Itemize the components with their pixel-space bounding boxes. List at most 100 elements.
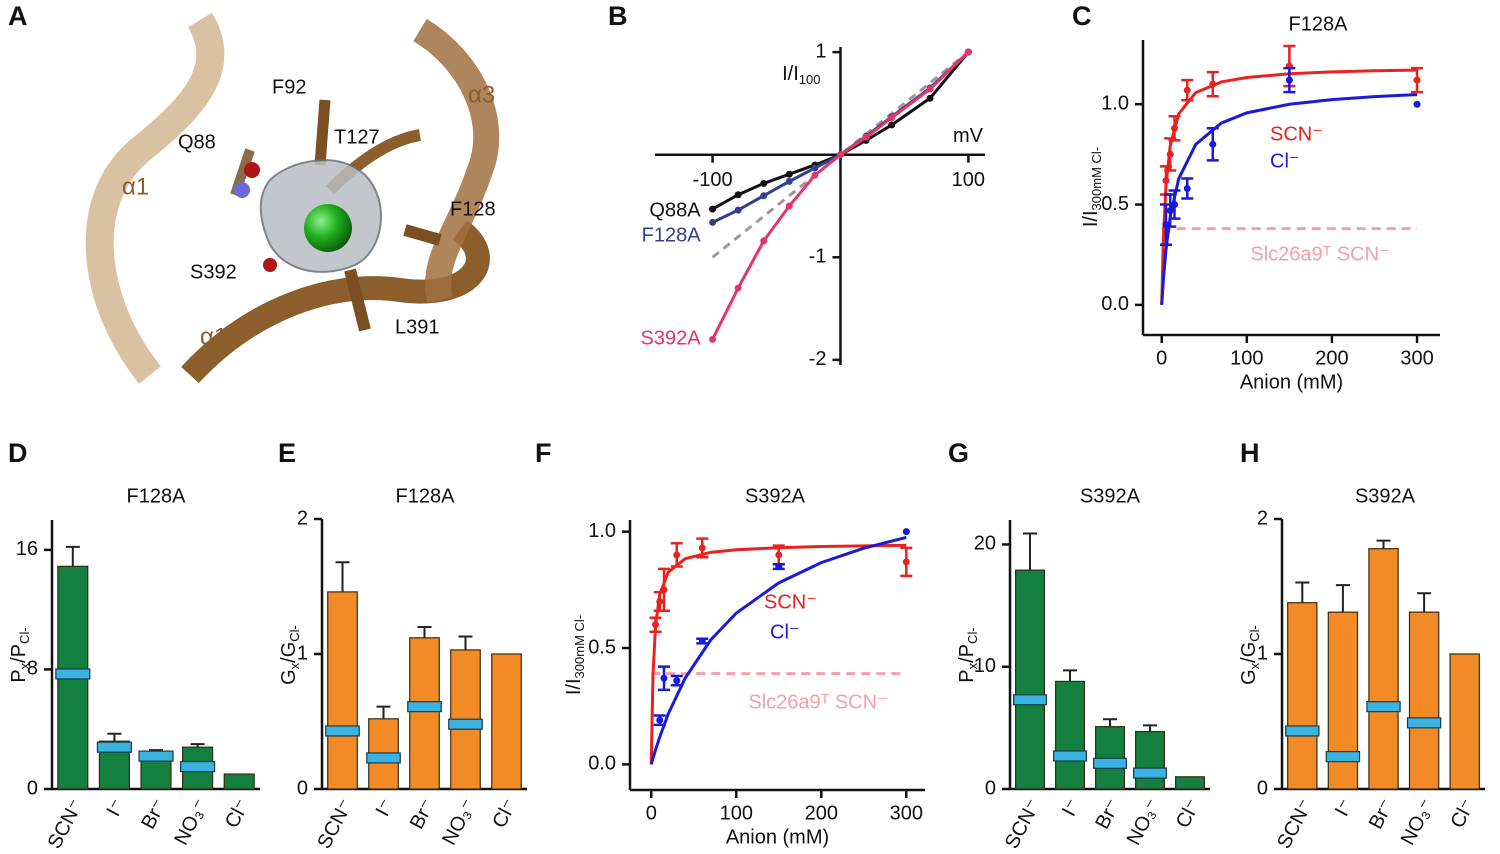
point (811, 164, 819, 172)
point (709, 218, 717, 226)
y-tick-label: 1.0 (588, 520, 616, 542)
error-bar (1417, 592, 1432, 613)
structure-panel: A F92 T127 Q88 F128 S392 L391 α3 α1 α10 (8, 0, 590, 384)
reference-marker (1132, 767, 1167, 779)
error-bar (1063, 669, 1077, 682)
reference-marker (1366, 701, 1401, 713)
point (836, 151, 844, 159)
residue (344, 268, 371, 332)
chart-title: S392A (1080, 485, 1141, 507)
fit-curve (1160, 93, 1418, 305)
reference-marker (1285, 725, 1320, 737)
axis-title-part: G (1238, 669, 1260, 685)
point (709, 335, 717, 343)
helix-label: α1 (122, 173, 149, 200)
point (760, 179, 768, 187)
axis-title-part: I/I (1080, 210, 1102, 227)
series-label: F128A (642, 225, 702, 247)
residue (403, 224, 442, 246)
axis-title-part: P (8, 669, 30, 682)
reference-marker (138, 750, 174, 762)
atom (263, 258, 277, 272)
y-tick-label: 0 (297, 777, 308, 799)
reference-marker (1012, 694, 1047, 706)
legend-label: Cl⁻ (770, 621, 799, 643)
y-tick-label: 0.0 (588, 753, 616, 775)
axis-title-part: Cl- (1247, 625, 1262, 642)
point (888, 114, 896, 122)
panel-letter: E (278, 438, 296, 468)
axis-title-part: /P (8, 644, 30, 663)
ion (304, 204, 352, 252)
x-tick-label: SCN⁻ (44, 795, 88, 852)
x-tick-label: I⁻ (372, 795, 399, 820)
series-label: Q88A (649, 199, 701, 221)
axis-title: Gx/GCl- (1238, 625, 1262, 685)
point (902, 558, 910, 566)
point (1170, 201, 1178, 209)
reference-marker (55, 668, 91, 680)
y-tick-label: 0.0 (1101, 293, 1129, 315)
axis-title: Px/PCl- (956, 627, 980, 682)
helix-label: α10 (200, 323, 241, 350)
point (660, 586, 668, 594)
error-bar (1335, 584, 1350, 613)
axis-title-part: /P (956, 644, 978, 663)
atom (234, 182, 250, 198)
x-tick-label: Cl⁻ (221, 795, 254, 831)
y-tick-label: 2 (1257, 507, 1268, 529)
axis-title: I/I300mM Cl- (1080, 147, 1104, 227)
point (673, 551, 681, 559)
axis-title-part: /G (1238, 642, 1260, 663)
x-tick-label: NO₃⁻ (1397, 795, 1439, 848)
error-bar (190, 743, 205, 748)
residue (314, 99, 331, 166)
x-tick-label: Br⁻ (1091, 795, 1125, 832)
axis-title-part: 100 (799, 72, 821, 87)
x-tick-label: 300 (890, 802, 923, 824)
x-tick-label: Br⁻ (406, 795, 440, 832)
axis-title-part: Cl- (17, 627, 32, 644)
x-tick-label: Cl⁻ (1172, 795, 1205, 831)
point (902, 528, 910, 536)
series-line (711, 51, 970, 341)
residue-label: Q88 (178, 131, 216, 153)
x-tick-label: Cl⁻ (1447, 795, 1480, 831)
axis-title-part: Cl- (287, 625, 302, 642)
reference-line (711, 50, 970, 259)
y-tick-label: 16 (16, 538, 38, 560)
point (785, 170, 793, 178)
axis-title-part: 300mM Cl- (572, 615, 587, 679)
bar (1134, 730, 1165, 790)
point (811, 171, 819, 179)
x-tick-label: NO₃⁻ (1123, 795, 1165, 848)
x-tick-label: 0 (646, 802, 657, 824)
point (734, 191, 742, 199)
x-tick-label: I⁻ (102, 795, 129, 820)
point (775, 563, 783, 571)
point (656, 597, 664, 605)
point (673, 677, 681, 685)
error-bar (107, 732, 122, 742)
axis-title-part: Cl- (965, 627, 980, 644)
reference-marker (96, 741, 132, 753)
reference-marker (366, 752, 401, 764)
error-bar (1023, 532, 1037, 571)
legend-label: SCN⁻ (1270, 123, 1323, 145)
x-axis-title: mV (953, 125, 984, 147)
y-tick-label: 1 (815, 40, 826, 62)
panel-letter: B (608, 1, 628, 31)
bar (327, 591, 358, 790)
x-axis-title: Anion (mM) (726, 826, 829, 848)
point (1413, 100, 1421, 108)
axis-title-part: x (17, 662, 32, 669)
y-tick-label: -2 (809, 348, 827, 370)
fit-curve (649, 536, 907, 765)
point (926, 94, 934, 102)
x-tick-label: 200 (1315, 347, 1348, 369)
point (785, 202, 793, 210)
axis-title-part: x (1247, 662, 1262, 669)
chart-title: F128A (396, 485, 456, 507)
axis-title-part: /G (278, 642, 300, 663)
residue-label: F92 (272, 76, 306, 98)
